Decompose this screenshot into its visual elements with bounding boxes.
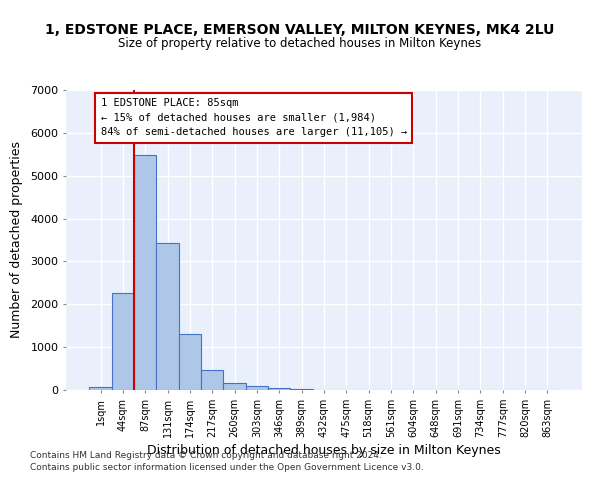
Text: Contains public sector information licensed under the Open Government Licence v3: Contains public sector information licen… [30, 463, 424, 472]
Bar [290, 388, 313, 390]
Text: Contains HM Land Registry data © Crown copyright and database right 2024.: Contains HM Land Registry data © Crown c… [30, 450, 382, 460]
Text: Size of property relative to detached houses in Milton Keynes: Size of property relative to detached ho… [118, 38, 482, 51]
Text: 1 EDSTONE PLACE: 85sqm
← 15% of detached houses are smaller (1,984)
84% of semi-: 1 EDSTONE PLACE: 85sqm ← 15% of detached… [101, 98, 407, 138]
Bar [179, 334, 201, 390]
Bar [89, 386, 112, 390]
Text: 1, EDSTONE PLACE, EMERSON VALLEY, MILTON KEYNES, MK4 2LU: 1, EDSTONE PLACE, EMERSON VALLEY, MILTON… [46, 22, 554, 36]
Bar [223, 384, 246, 390]
Bar [112, 292, 134, 390]
Y-axis label: Number of detached properties: Number of detached properties [10, 142, 23, 338]
Bar [246, 386, 268, 390]
Bar [201, 370, 223, 390]
Bar [157, 242, 179, 390]
Bar [268, 388, 290, 390]
X-axis label: Distribution of detached houses by size in Milton Keynes: Distribution of detached houses by size … [147, 444, 501, 457]
Bar [134, 155, 157, 390]
